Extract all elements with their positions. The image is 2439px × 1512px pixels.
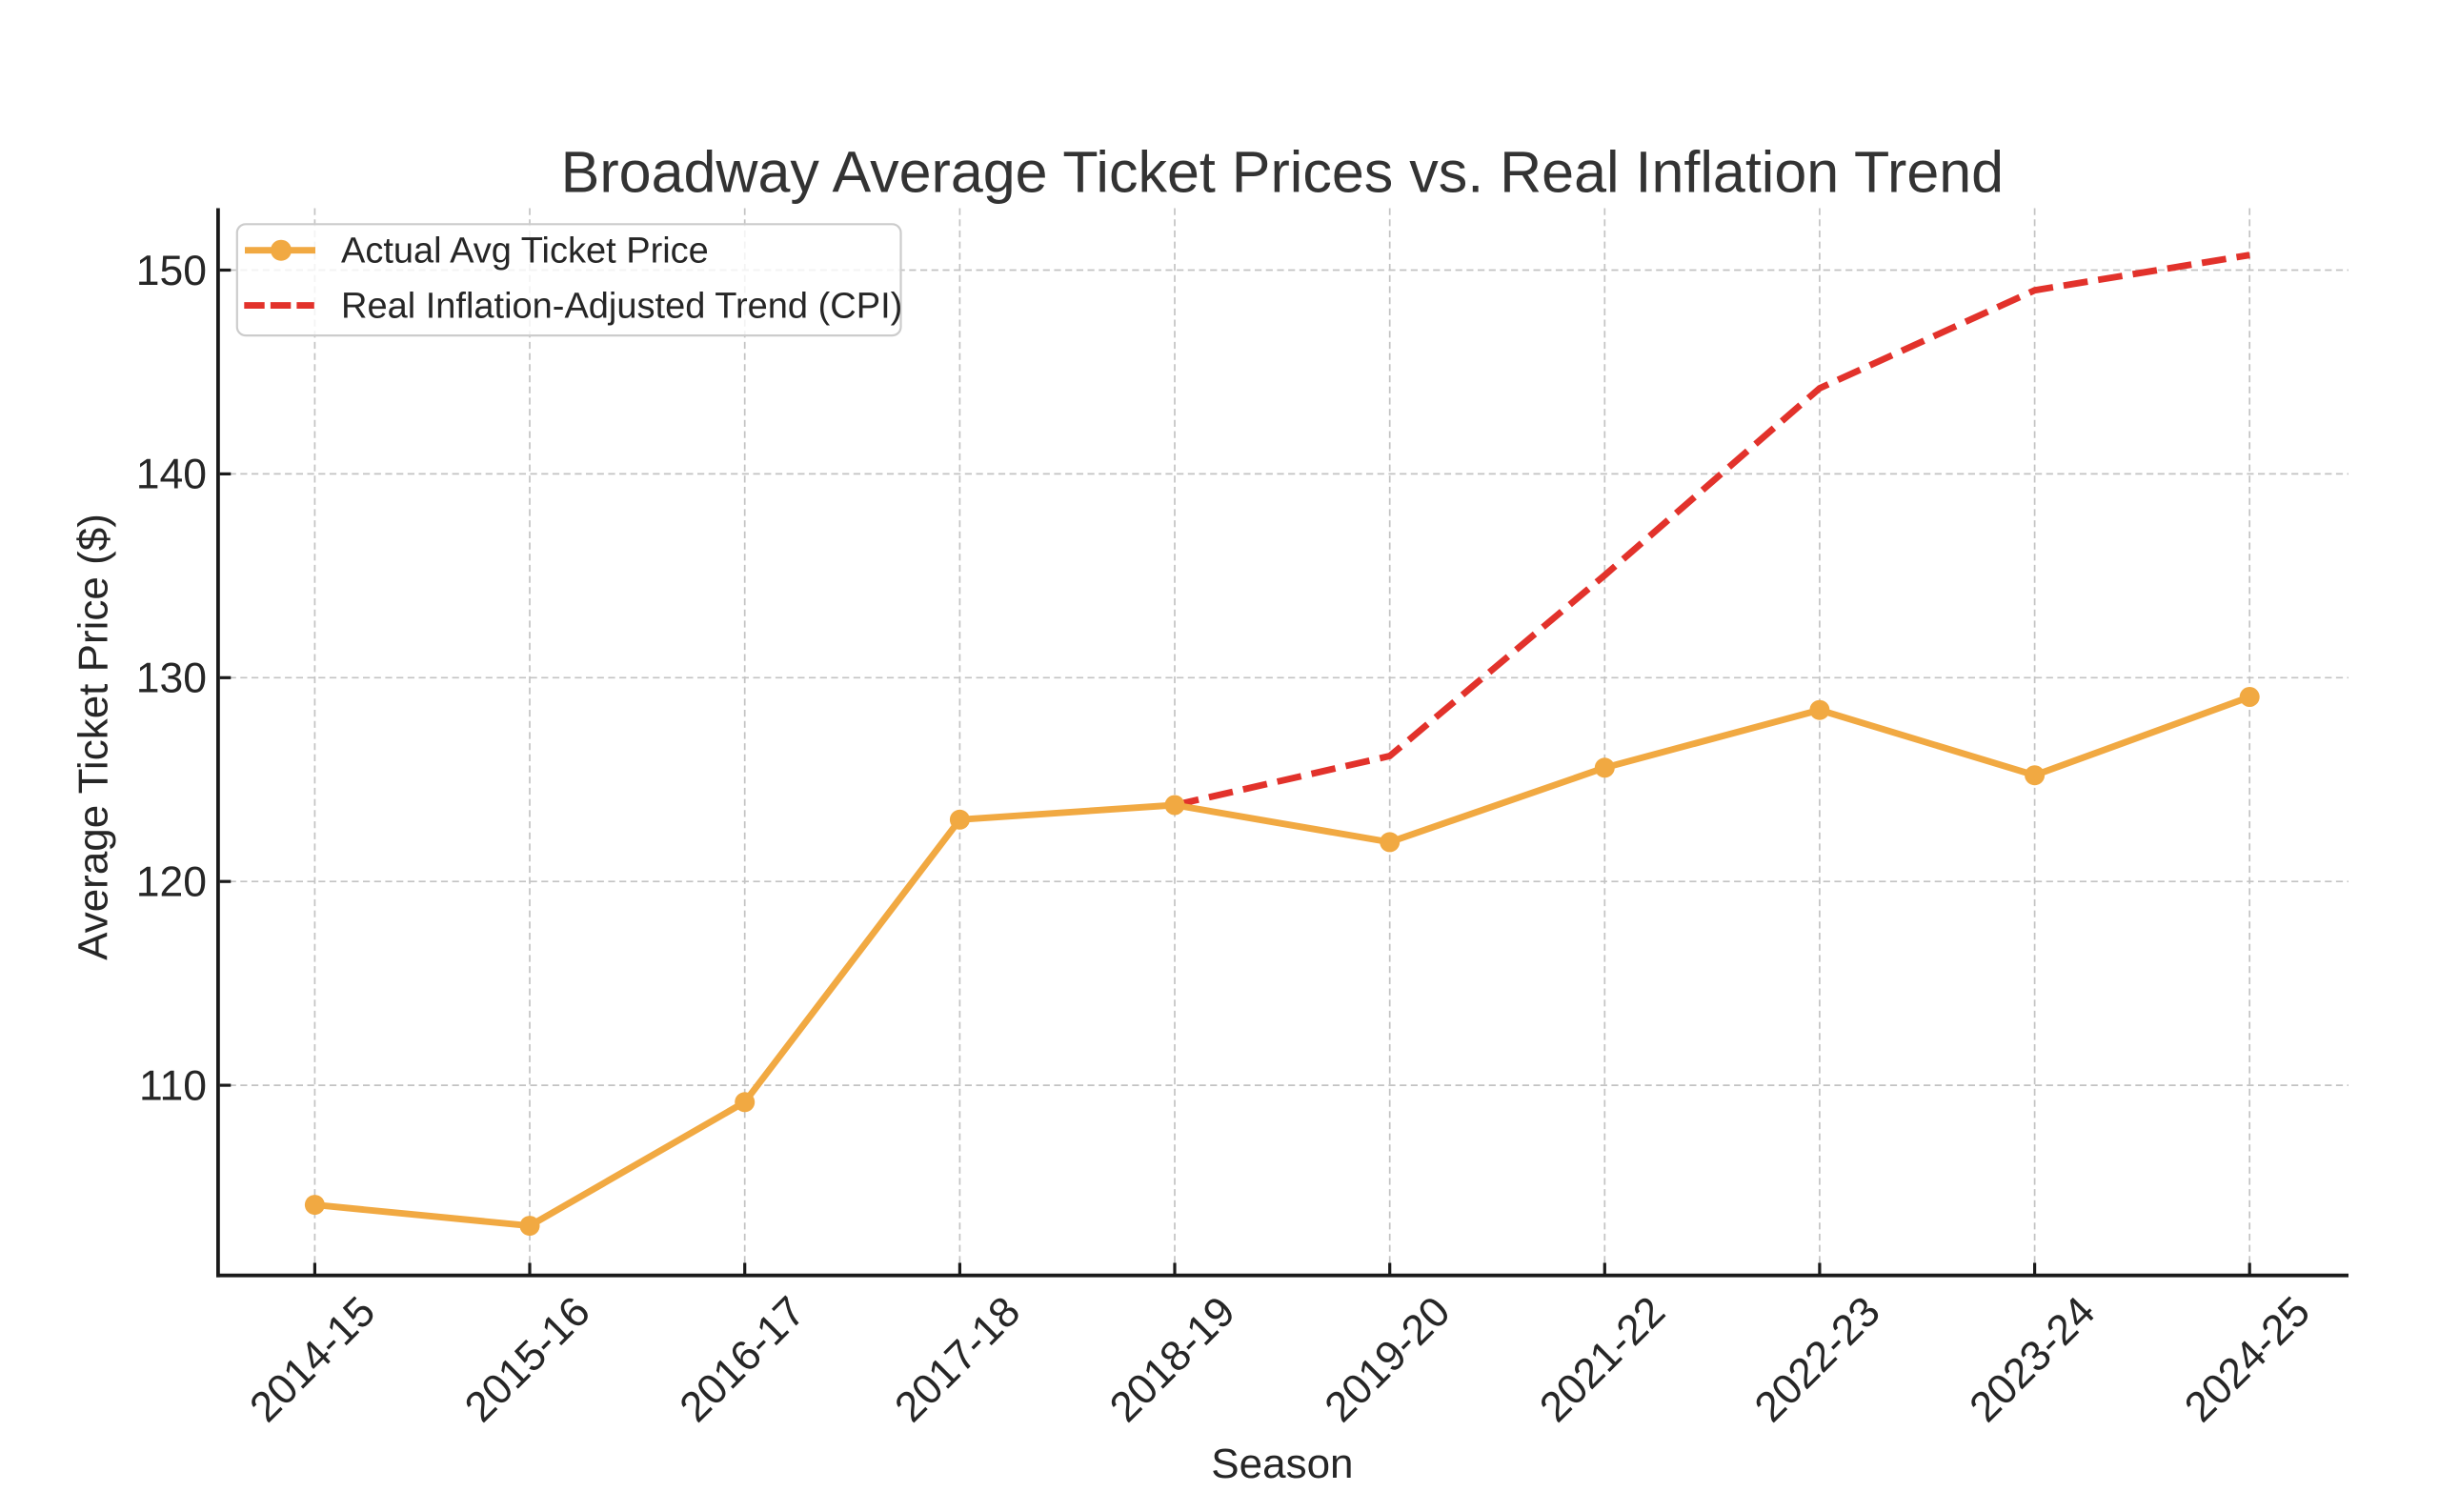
svg-text:Average Ticket Price ($): Average Ticket Price ($) [71, 514, 117, 960]
svg-text:Broadway Average Ticket Prices: Broadway Average Ticket Prices vs. Real … [561, 139, 2004, 204]
svg-text:Real Inflation-Adjusted Trend: Real Inflation-Adjusted Trend (CPI) [341, 287, 902, 327]
svg-text:130: 130 [136, 655, 207, 702]
svg-text:150: 150 [136, 248, 207, 294]
svg-text:140: 140 [136, 452, 207, 498]
svg-text:120: 120 [136, 859, 207, 906]
svg-text:110: 110 [139, 1062, 207, 1109]
svg-text:Actual Avg Ticket Price: Actual Avg Ticket Price [341, 232, 709, 272]
svg-text:Season: Season [1211, 1441, 1353, 1487]
